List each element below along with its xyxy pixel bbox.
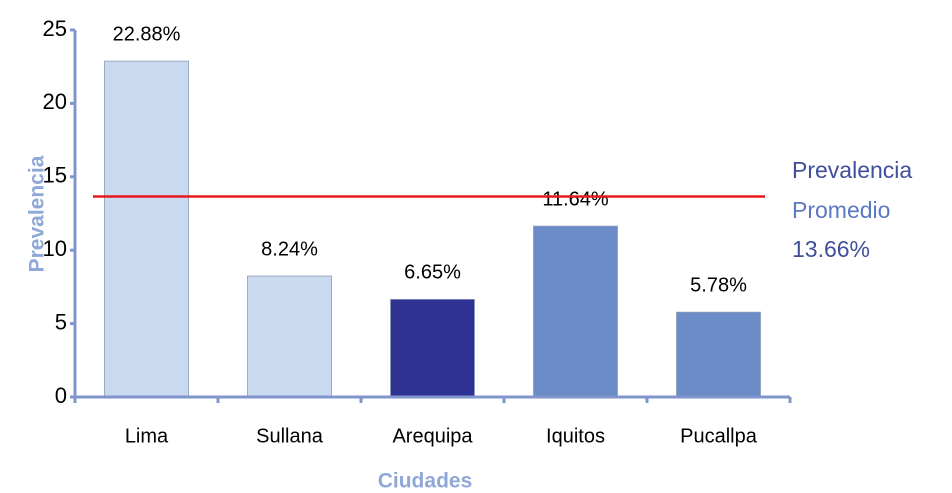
y-tick-label: 10 xyxy=(43,236,67,261)
y-tick-label: 25 xyxy=(43,16,67,41)
x-tick-label: Lima xyxy=(125,425,169,447)
value-label: 11.64% xyxy=(542,188,609,210)
reference-value-label: 13.66% xyxy=(792,236,870,262)
bar xyxy=(676,311,761,398)
y-tick-label: 5 xyxy=(55,309,67,334)
y-tick-label: 0 xyxy=(55,383,67,408)
y-tick-label: 15 xyxy=(43,163,67,188)
reference-label: Promedio xyxy=(792,197,890,223)
y-tick-label: 20 xyxy=(43,89,67,114)
x-tick-label: Sullana xyxy=(256,425,324,447)
x-tick-label: Pucallpa xyxy=(680,425,758,447)
bar xyxy=(390,298,475,398)
x-tick-label: Iquitos xyxy=(546,425,605,447)
y-axis-label: Prevalencia xyxy=(26,155,49,272)
bar xyxy=(247,275,332,398)
x-axis-label: Ciudades xyxy=(378,470,473,493)
value-label: 8.24% xyxy=(261,238,318,260)
value-label: 5.78% xyxy=(690,274,747,296)
bar xyxy=(533,225,618,398)
x-tick-label: Arequipa xyxy=(392,425,473,447)
reference-label: Prevalencia xyxy=(792,157,912,183)
bar xyxy=(104,60,189,398)
value-label: 6.65% xyxy=(404,262,461,284)
value-label: 22.88% xyxy=(113,23,181,45)
